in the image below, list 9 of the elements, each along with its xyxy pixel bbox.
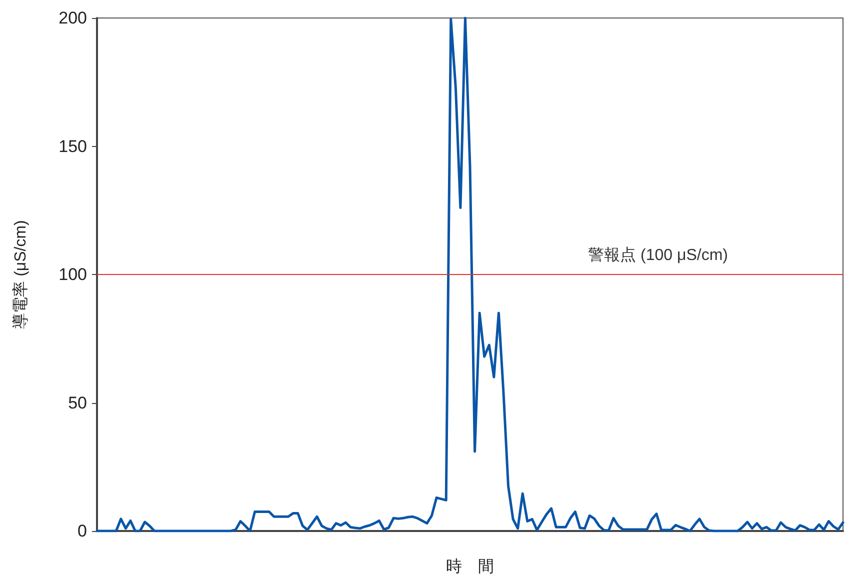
y-tick-label: 50 xyxy=(68,393,87,412)
y-axis-title: 導電率 (μS/cm) xyxy=(12,220,30,329)
y-tick-label: 200 xyxy=(58,8,87,28)
y-tick-label: 100 xyxy=(58,265,87,284)
line-series xyxy=(96,16,844,532)
y-tick-label: 150 xyxy=(58,136,87,156)
x-axis-title: 時 間 xyxy=(446,558,494,576)
y-tick-label: 0 xyxy=(78,522,87,540)
ref-line-label: 警報点 (100 μS/cm) xyxy=(588,246,728,264)
